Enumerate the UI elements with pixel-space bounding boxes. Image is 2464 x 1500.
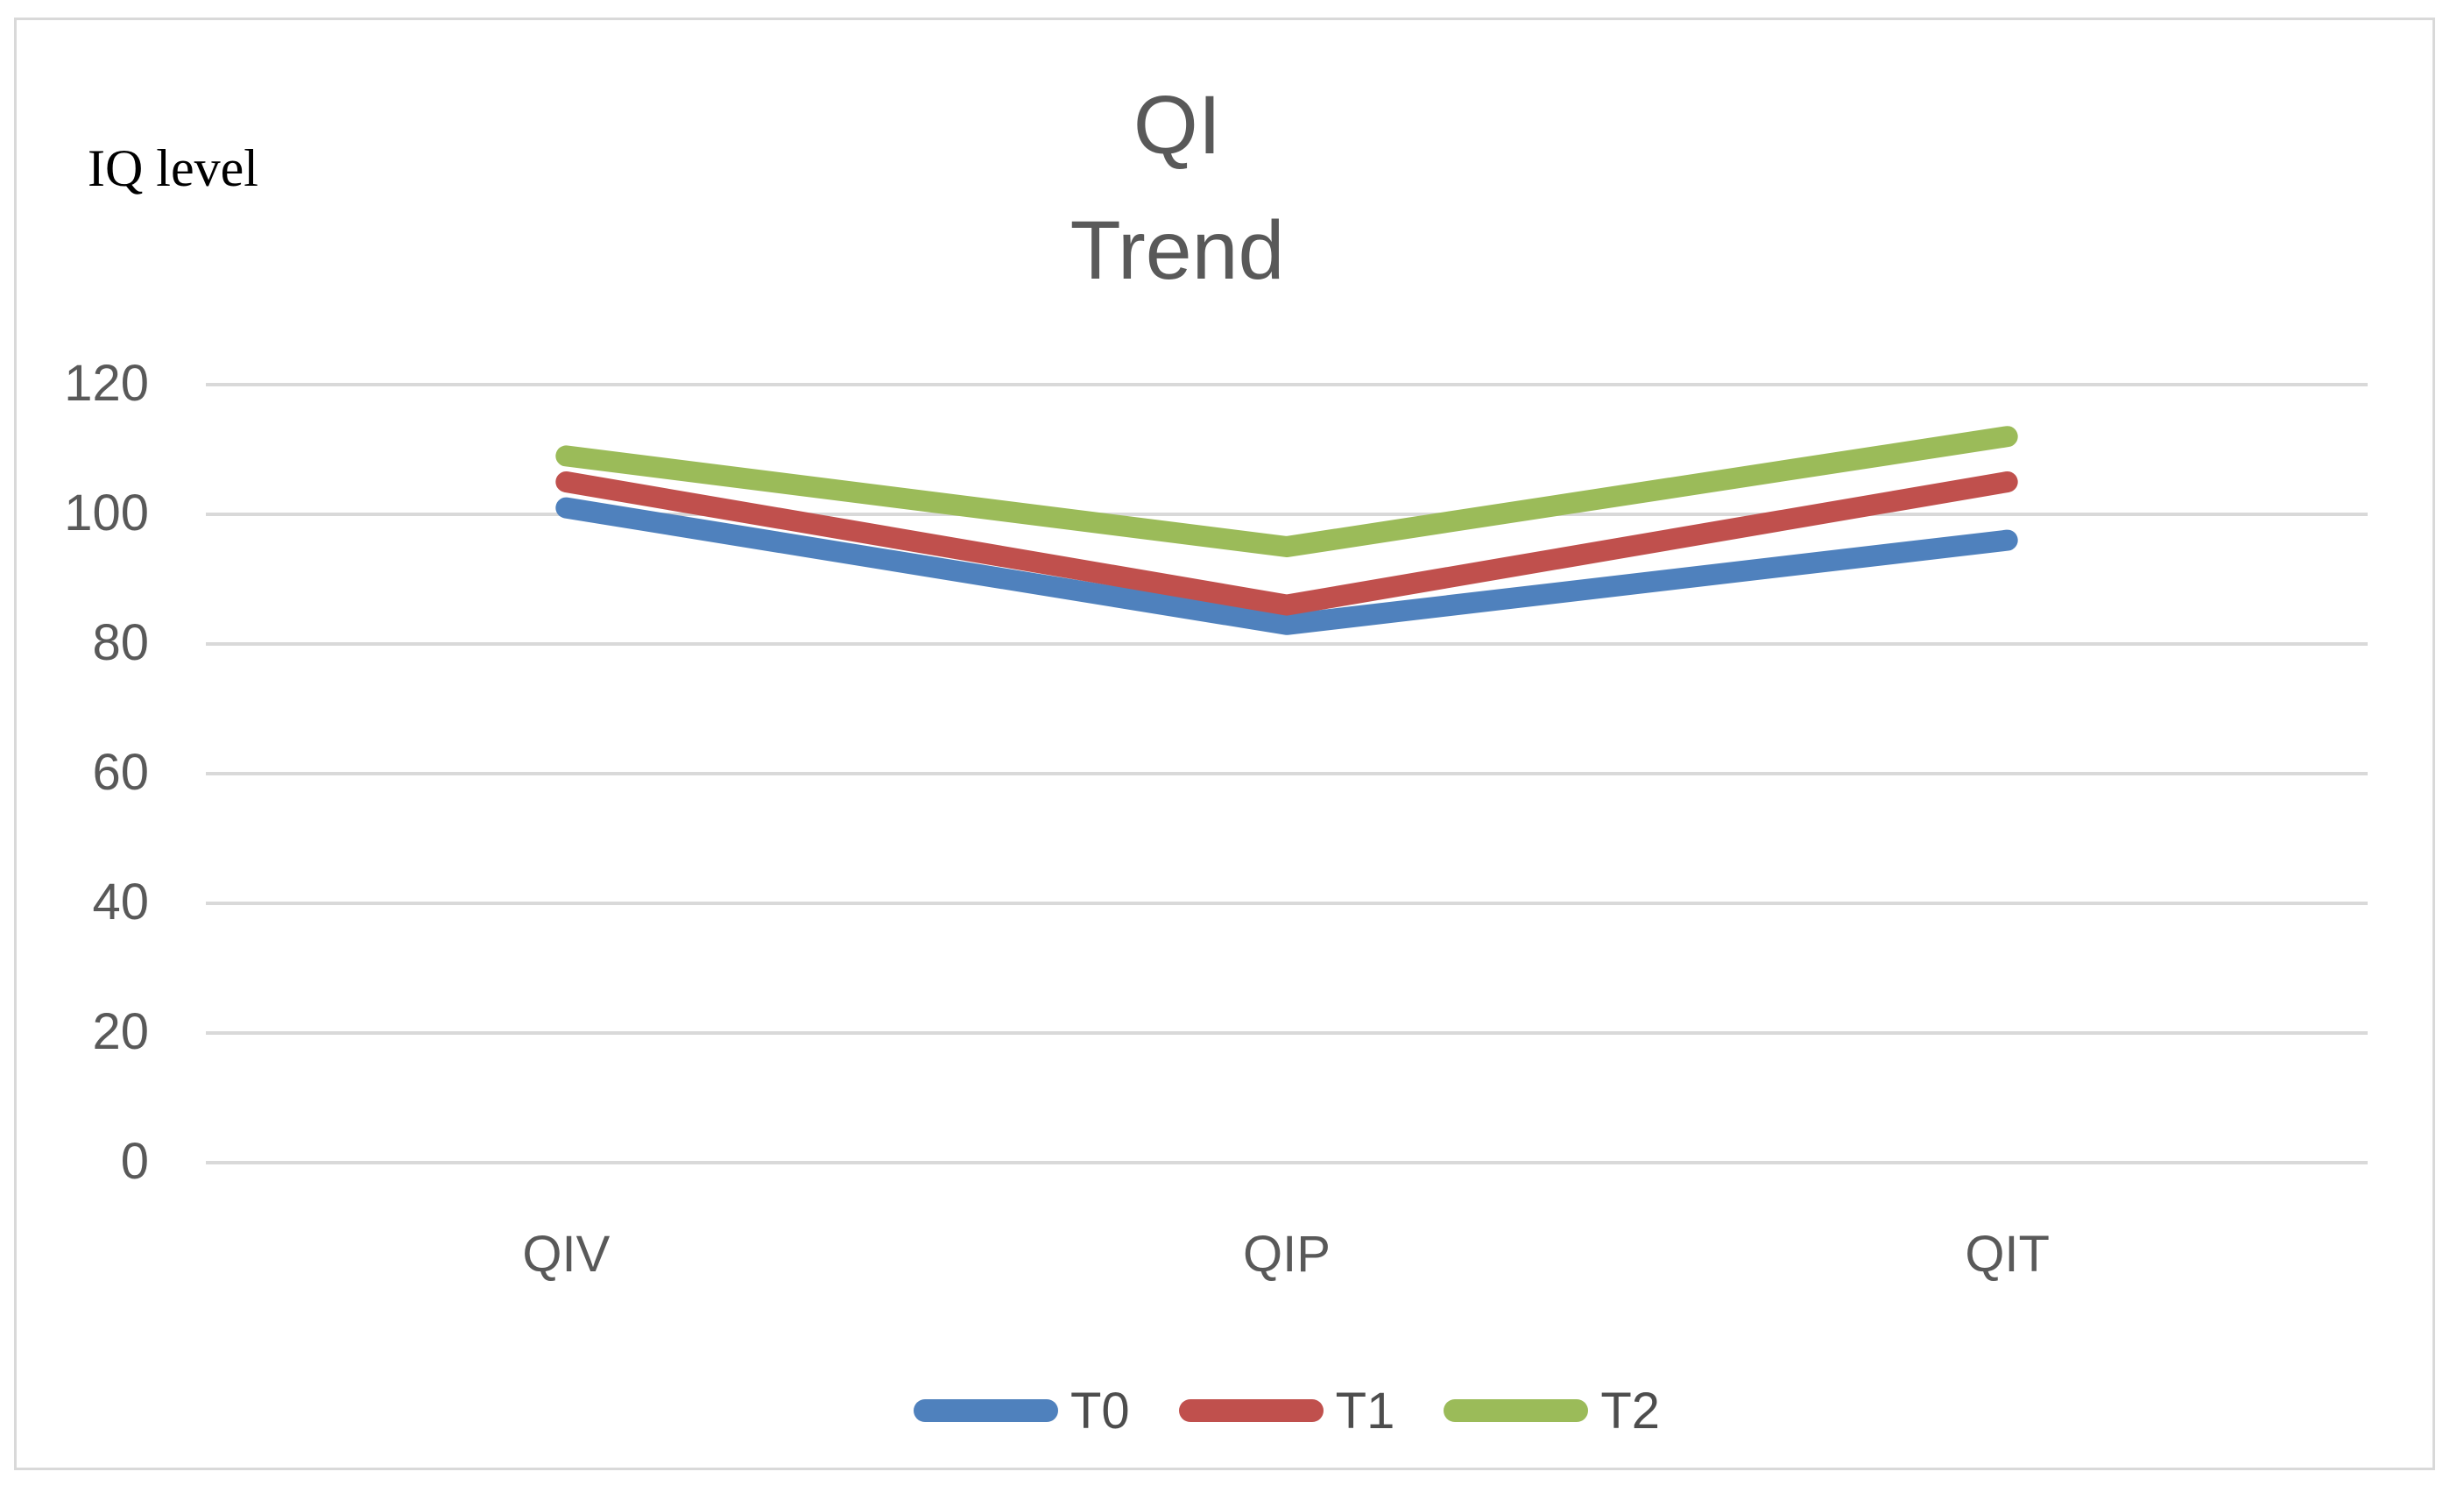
legend-label-T2: T2	[1600, 1382, 1661, 1440]
y-axis-title: IQ level	[88, 139, 258, 197]
series-line-T2	[555, 426, 2018, 557]
legend-swatch-T0	[913, 1399, 1058, 1422]
legend-swatch-T1	[1178, 1399, 1324, 1422]
x-category-label-QIT: QIT	[1965, 1226, 2050, 1283]
y-tick-label-100: 100	[64, 485, 149, 542]
x-category-label-QIP: QIP	[1243, 1226, 1331, 1283]
y-tick-label-60: 60	[92, 744, 149, 802]
chart-border	[14, 18, 2435, 1470]
y-tick-label-80: 80	[92, 614, 149, 672]
series-line-T0	[555, 497, 2018, 635]
legend-item-T0: T0	[913, 1382, 1130, 1440]
legend: T0 T1 T2	[206, 1374, 2368, 1447]
y-tick-label-40: 40	[92, 874, 149, 931]
legend-label-T0: T0	[1070, 1382, 1130, 1440]
y-tick-label-120: 120	[64, 355, 149, 413]
chart-title: QI Trend	[1070, 79, 1285, 297]
legend-label-T1: T1	[1335, 1382, 1395, 1440]
y-tick-label-0: 0	[120, 1133, 149, 1191]
x-category-label-QIV: QIV	[522, 1226, 611, 1283]
y-tick-label-20: 20	[92, 1003, 149, 1061]
legend-item-T1: T1	[1178, 1382, 1395, 1440]
series-line-T1	[555, 471, 2018, 616]
legend-item-T2: T2	[1444, 1382, 1660, 1440]
legend-swatch-T2	[1444, 1399, 1589, 1422]
